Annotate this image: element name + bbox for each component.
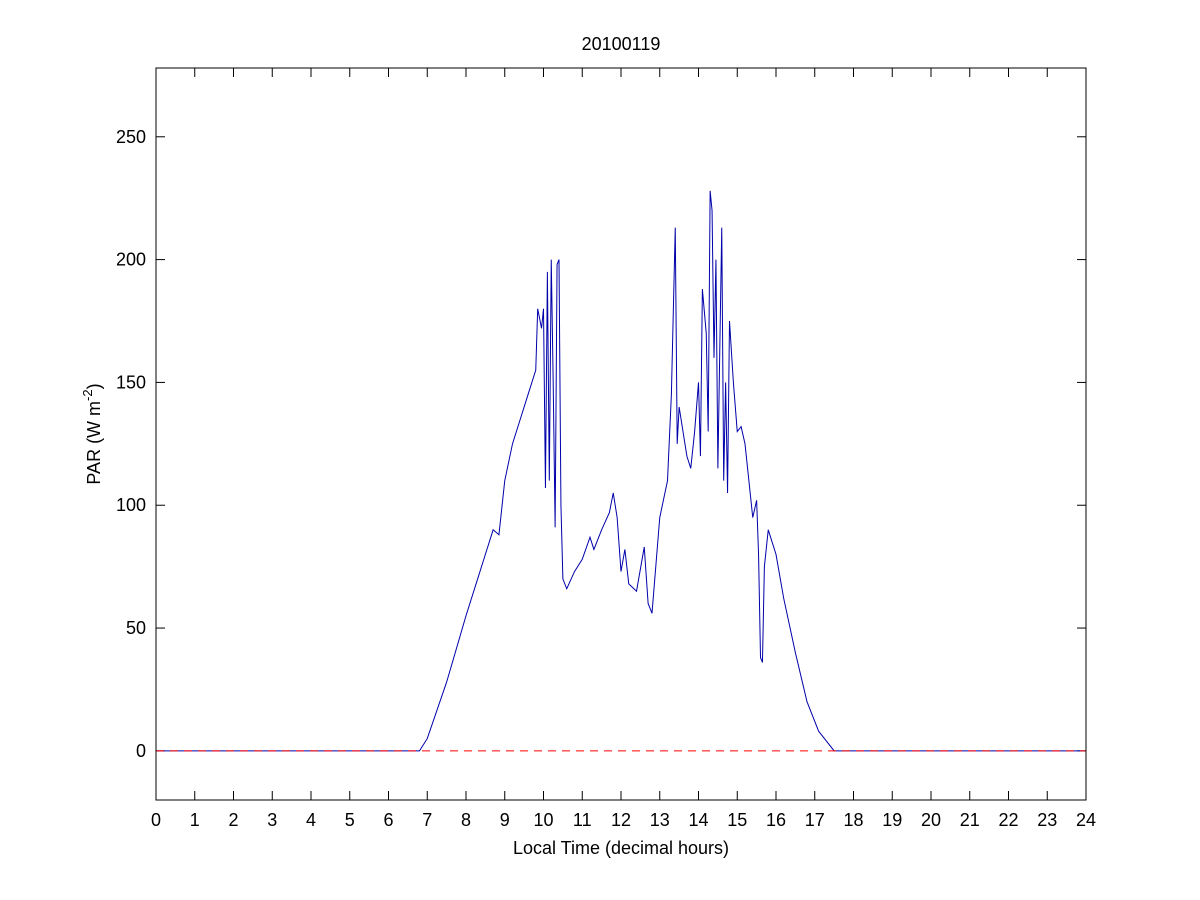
x-axis-label: Local Time (decimal hours) <box>513 838 729 858</box>
x-tick-label: 9 <box>500 810 510 830</box>
x-tick-label: 6 <box>383 810 393 830</box>
y-axis-label: PAR (W m-2) <box>80 383 104 484</box>
x-tick-label: 7 <box>422 810 432 830</box>
chart-title: 20100119 <box>582 34 661 54</box>
x-tick-label: 4 <box>306 810 316 830</box>
x-tick-label: 22 <box>998 810 1018 830</box>
y-label-end: ) <box>84 383 104 389</box>
plot-frame <box>155 67 1087 801</box>
x-tick-label: 0 <box>151 810 161 830</box>
y-tick-label: 100 <box>116 495 146 515</box>
x-tick-label: 23 <box>1037 810 1057 830</box>
y-tick-label: 250 <box>116 127 146 147</box>
x-tick-label: 14 <box>688 810 708 830</box>
x-tick-label: 20 <box>921 810 941 830</box>
x-tick-label: 10 <box>533 810 553 830</box>
x-tick-label: 19 <box>882 810 902 830</box>
y-label-sup: -2 <box>80 389 95 401</box>
x-tick-label: 21 <box>960 810 980 830</box>
x-tick-label: 3 <box>267 810 277 830</box>
y-tick-label: 0 <box>136 741 146 761</box>
x-tick-label: 16 <box>766 810 786 830</box>
x-tick-label: 15 <box>727 810 747 830</box>
x-tick-label: 8 <box>461 810 471 830</box>
x-tick-label: 18 <box>843 810 863 830</box>
x-tick-label: 12 <box>611 810 631 830</box>
x-tick-label: 17 <box>805 810 825 830</box>
x-tick-label: 24 <box>1076 810 1096 830</box>
data-line <box>156 190 1086 752</box>
x-tick-label: 13 <box>650 810 670 830</box>
x-tick-label: 5 <box>345 810 355 830</box>
x-tick-label: 2 <box>228 810 238 830</box>
y-tick-label: 200 <box>116 250 146 270</box>
y-tick-label: 150 <box>116 372 146 392</box>
y-label-main: PAR (W m <box>84 401 104 485</box>
x-tick-label: 11 <box>573 810 592 830</box>
y-tick-label: 50 <box>126 618 146 638</box>
x-tick-label: 1 <box>190 810 200 830</box>
